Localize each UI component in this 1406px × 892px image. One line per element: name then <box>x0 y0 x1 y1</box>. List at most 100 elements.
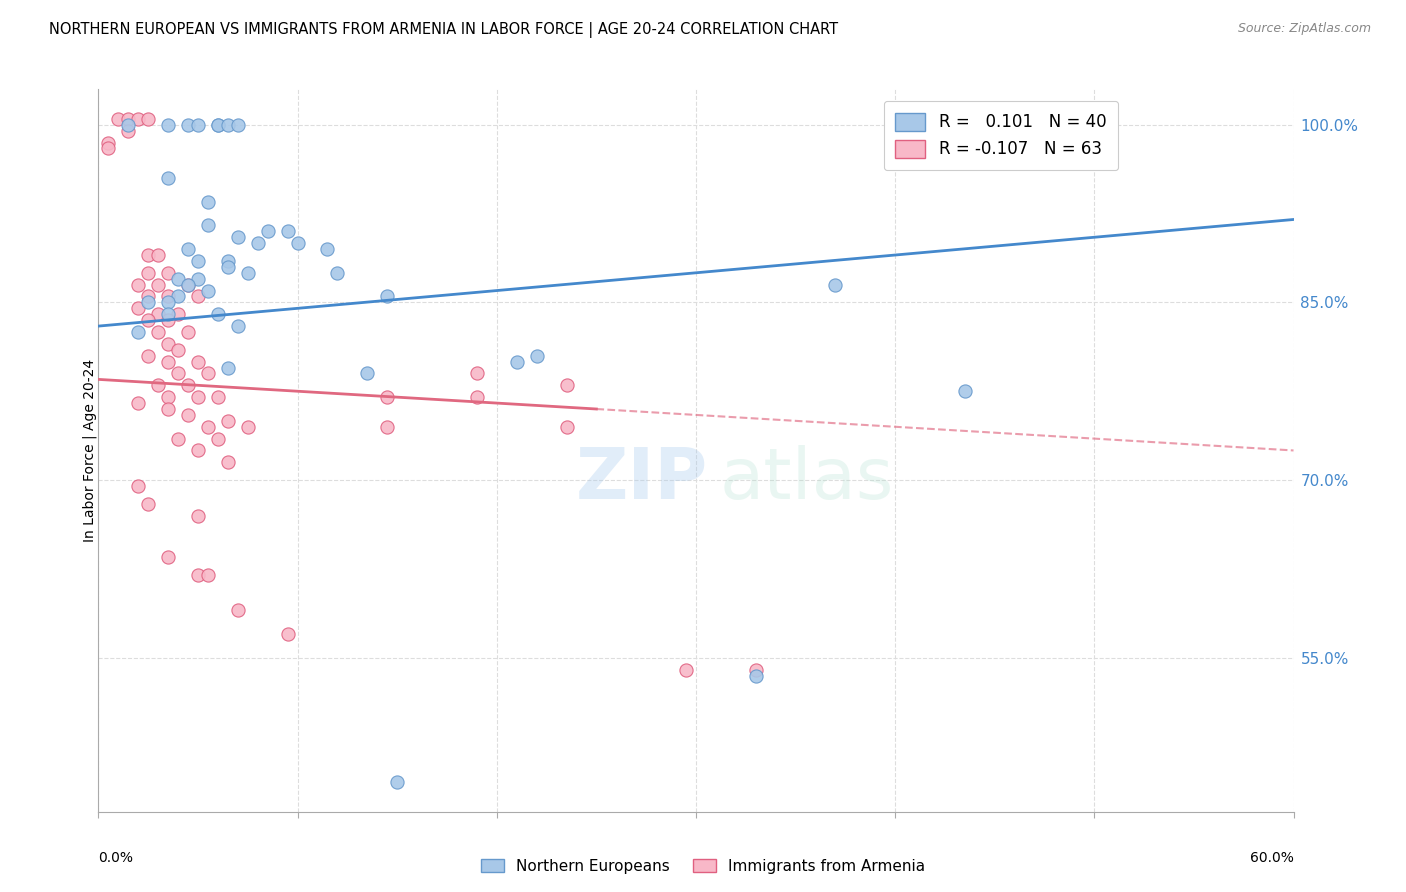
Point <box>953 384 976 399</box>
Point <box>157 313 180 327</box>
Point <box>187 254 209 268</box>
Point <box>177 408 200 422</box>
Point <box>157 402 180 417</box>
Text: 60.0%: 60.0% <box>1250 852 1294 865</box>
Point <box>167 271 190 285</box>
Point <box>136 248 159 262</box>
Point <box>217 414 239 428</box>
Point <box>217 260 239 274</box>
Point <box>197 567 219 582</box>
Point <box>226 230 249 244</box>
Point <box>157 354 180 368</box>
Point <box>157 307 180 321</box>
Point <box>187 118 209 132</box>
Point <box>148 248 170 262</box>
Point <box>217 118 239 132</box>
Point <box>506 354 529 368</box>
Text: Source: ZipAtlas.com: Source: ZipAtlas.com <box>1237 22 1371 36</box>
Point <box>167 343 190 357</box>
Point <box>97 141 120 155</box>
Point <box>136 497 159 511</box>
Point <box>157 295 180 310</box>
Point <box>207 390 229 404</box>
Point <box>236 419 259 434</box>
Point <box>177 242 200 256</box>
Point <box>127 112 149 126</box>
Point <box>127 479 149 493</box>
Point <box>217 254 239 268</box>
Point <box>187 271 209 285</box>
Point <box>127 277 149 292</box>
Point <box>824 277 846 292</box>
Point <box>157 118 180 132</box>
Point <box>187 443 209 458</box>
Point <box>187 289 209 303</box>
Point <box>157 336 180 351</box>
Point <box>316 242 339 256</box>
Point <box>526 349 548 363</box>
Point <box>555 419 578 434</box>
Point <box>217 360 239 375</box>
Point <box>675 663 697 677</box>
Point <box>385 775 409 789</box>
Point <box>177 277 200 292</box>
Point <box>167 307 190 321</box>
Point <box>277 627 299 641</box>
Point <box>375 390 398 404</box>
Point <box>148 277 170 292</box>
Point <box>745 663 768 677</box>
Point <box>375 419 398 434</box>
Point <box>226 603 249 617</box>
Point <box>117 112 139 126</box>
Point <box>465 367 488 381</box>
Point <box>246 236 269 251</box>
Point <box>136 313 159 327</box>
Point <box>148 325 170 339</box>
Point <box>555 378 578 392</box>
Point <box>136 295 159 310</box>
Point <box>217 455 239 469</box>
Point <box>207 307 229 321</box>
Point <box>187 508 209 523</box>
Point <box>256 224 278 238</box>
Point <box>157 289 180 303</box>
Point <box>287 236 309 251</box>
Point <box>207 432 229 446</box>
Point <box>277 224 299 238</box>
Point <box>187 354 209 368</box>
Point <box>207 118 229 132</box>
Point <box>375 289 398 303</box>
Legend: Northern Europeans, Immigrants from Armenia: Northern Europeans, Immigrants from Arme… <box>475 853 931 880</box>
Point <box>157 550 180 565</box>
Point <box>127 301 149 316</box>
Point <box>207 118 229 132</box>
Point <box>356 367 378 381</box>
Legend: R =   0.101   N = 40, R = -0.107   N = 63: R = 0.101 N = 40, R = -0.107 N = 63 <box>883 101 1118 170</box>
Point <box>148 307 170 321</box>
Point <box>157 390 180 404</box>
Point <box>157 266 180 280</box>
Text: ZIP: ZIP <box>575 445 709 514</box>
Point <box>136 349 159 363</box>
Point <box>236 266 259 280</box>
Point <box>127 396 149 410</box>
Point <box>745 668 768 682</box>
Point <box>177 118 200 132</box>
Point <box>177 277 200 292</box>
Point <box>107 112 129 126</box>
Text: atlas: atlas <box>720 445 894 514</box>
Point <box>167 367 190 381</box>
Point <box>187 390 209 404</box>
Text: NORTHERN EUROPEAN VS IMMIGRANTS FROM ARMENIA IN LABOR FORCE | AGE 20-24 CORRELAT: NORTHERN EUROPEAN VS IMMIGRANTS FROM ARM… <box>49 22 838 38</box>
Point <box>197 284 219 298</box>
Point <box>157 171 180 186</box>
Point <box>465 390 488 404</box>
Point <box>148 378 170 392</box>
Point <box>197 219 219 233</box>
Point <box>117 118 139 132</box>
Point <box>197 419 219 434</box>
Point <box>97 136 120 150</box>
Point <box>117 123 139 137</box>
Text: 0.0%: 0.0% <box>98 852 134 865</box>
Point <box>136 266 159 280</box>
